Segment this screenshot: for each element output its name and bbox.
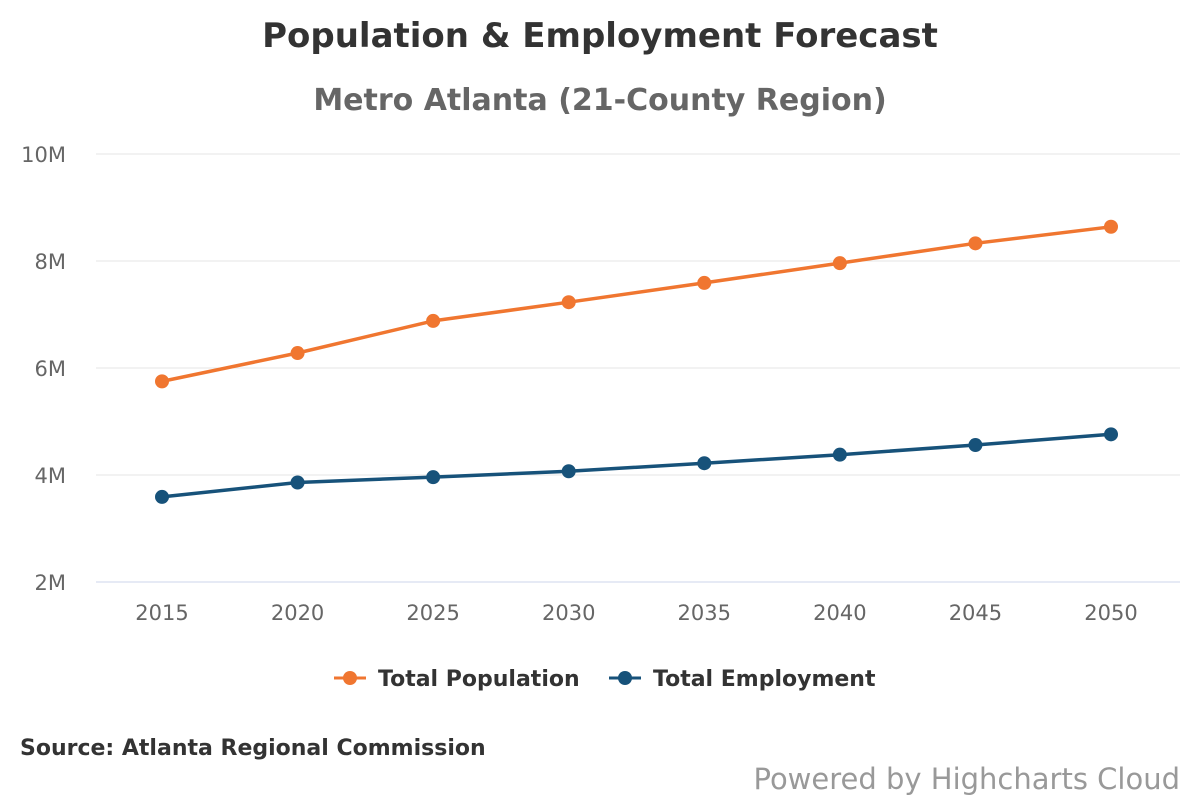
data-point-population[interactable] bbox=[561, 295, 576, 310]
series-employment bbox=[155, 427, 1118, 504]
x-tick-label: 2040 bbox=[813, 601, 866, 625]
data-point-employment[interactable] bbox=[697, 456, 712, 471]
y-tick-label: 2M bbox=[35, 571, 66, 595]
legend-item-employment[interactable]: Total Employment bbox=[609, 667, 876, 692]
chart-title: Population & Employment Forecast bbox=[262, 16, 938, 56]
chart-subtitle: Metro Atlanta (21-County Region) bbox=[313, 83, 886, 118]
x-tick-label: 2050 bbox=[1084, 601, 1137, 625]
data-point-employment[interactable] bbox=[1104, 427, 1118, 442]
y-tick-label: 10M bbox=[21, 143, 66, 167]
x-tick-label: 2035 bbox=[678, 601, 731, 625]
y-tick-label: 6M bbox=[35, 357, 66, 381]
data-point-employment[interactable] bbox=[968, 438, 983, 453]
legend-item-population[interactable]: Total Population bbox=[334, 667, 580, 692]
data-point-employment[interactable] bbox=[155, 489, 169, 504]
legend-population-label: Total Population bbox=[378, 667, 580, 692]
data-point-population[interactable] bbox=[697, 275, 712, 290]
series-line-population bbox=[160, 225, 1113, 384]
y-tick-label: 8M bbox=[35, 250, 66, 274]
x-tick-label: 2030 bbox=[542, 601, 595, 625]
data-point-population[interactable] bbox=[426, 313, 441, 328]
x-tick-label: 2025 bbox=[406, 601, 459, 625]
series-population bbox=[155, 219, 1118, 389]
data-point-population[interactable] bbox=[155, 374, 169, 389]
data-point-population[interactable] bbox=[832, 256, 847, 271]
gridlines bbox=[96, 153, 1180, 583]
data-point-employment[interactable] bbox=[832, 447, 847, 462]
y-axis-tick-labels: 2M 4M 6M 8M 10M bbox=[21, 143, 66, 595]
series-line-employment bbox=[160, 432, 1113, 499]
data-point-employment[interactable] bbox=[561, 464, 576, 479]
data-point-employment[interactable] bbox=[426, 470, 441, 485]
legend-employment-label: Total Employment bbox=[653, 667, 876, 692]
source-credit: Source: Atlanta Regional Commission bbox=[20, 736, 486, 761]
legend: Total Population Total Employment bbox=[334, 667, 876, 692]
data-point-population[interactable] bbox=[968, 236, 983, 251]
y-tick-label: 4M bbox=[35, 464, 66, 488]
x-tick-label: 2015 bbox=[135, 601, 188, 625]
data-point-population[interactable] bbox=[290, 346, 305, 361]
data-point-population[interactable] bbox=[1104, 219, 1118, 234]
powered-by-credit[interactable]: Powered by Highcharts Cloud bbox=[753, 762, 1180, 796]
x-tick-label: 2020 bbox=[271, 601, 324, 625]
data-point-employment[interactable] bbox=[290, 475, 305, 490]
x-axis-tick-labels: 2015 2020 2025 2030 2035 2040 2045 2050 bbox=[135, 601, 1137, 625]
x-tick-label: 2045 bbox=[949, 601, 1002, 625]
legend-employment-marker bbox=[618, 671, 632, 685]
legend-population-marker bbox=[343, 671, 357, 685]
plot-series bbox=[155, 219, 1118, 504]
